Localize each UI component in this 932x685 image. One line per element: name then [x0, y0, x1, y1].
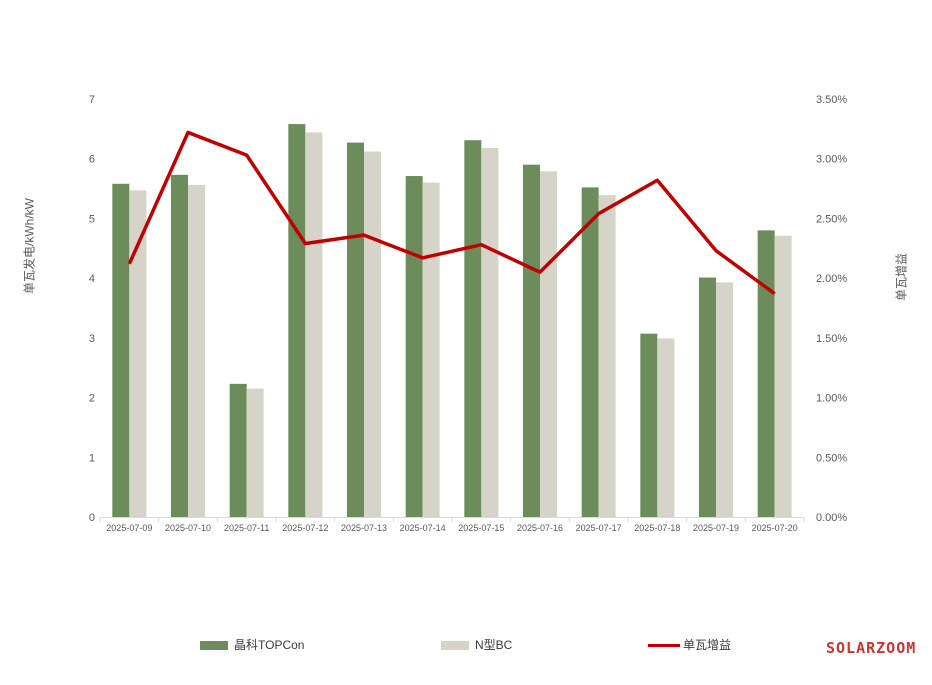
bar-1-10 — [716, 282, 733, 517]
svg-text:2.50%: 2.50% — [816, 213, 847, 225]
bar-0-4 — [347, 142, 364, 517]
svg-text:3.50%: 3.50% — [816, 94, 847, 106]
bar-1-1 — [188, 184, 205, 517]
right-axis-title: 单瓦增益 — [894, 252, 909, 302]
svg-text:2.00%: 2.00% — [816, 273, 847, 285]
svg-text:0.00%: 0.00% — [816, 512, 847, 524]
left-axis-title: 单瓦发电/kWh/kW — [22, 198, 37, 294]
bar-0-2 — [229, 383, 247, 517]
svg-text:3.00%: 3.00% — [816, 154, 847, 166]
bar-1-6 — [481, 147, 499, 518]
bar-1-7 — [540, 171, 557, 518]
x-axis-labels: 2025-07-09 2025-07-10 2025-07-11 2025-07-12… — [106, 523, 797, 533]
svg-text:2: 2 — [89, 393, 95, 405]
bar-1-11 — [774, 235, 792, 517]
svg-text:2025-07-20: 2025-07-20 — [752, 523, 798, 533]
svg-text:2025-07-14: 2025-07-14 — [400, 523, 446, 533]
bar-0-3 — [288, 124, 306, 517]
bar-1-8 — [598, 195, 616, 517]
legend-swatch-topcon — [200, 640, 228, 650]
svg-text:4: 4 — [89, 273, 95, 285]
bar-0-6 — [464, 140, 482, 517]
svg-text:2025-07-13: 2025-07-13 — [341, 523, 387, 533]
solarzoom-watermark: SOLARZOOM — [826, 639, 917, 657]
bar-1-9 — [657, 338, 675, 517]
svg-text:2025-07-10: 2025-07-10 — [165, 523, 211, 533]
bar-0-7 — [523, 164, 540, 517]
bar-1-2 — [246, 388, 264, 517]
svg-text:2025-07-18: 2025-07-18 — [634, 523, 680, 533]
legend-swatch-gain — [648, 643, 680, 647]
bar-0-9 — [640, 333, 658, 517]
gain-line — [127, 130, 776, 296]
bar-0-5 — [405, 176, 423, 517]
svg-text:2025-07-15: 2025-07-15 — [458, 523, 504, 533]
x-axis — [99, 517, 805, 522]
legend-label-nbc: N型BC — [475, 638, 513, 652]
legend-label-topcon: 晶科TOPCon — [234, 638, 305, 652]
bar-1-3 — [305, 132, 323, 517]
bar-series — [112, 124, 792, 518]
svg-text:1.00%: 1.00% — [816, 393, 847, 405]
svg-text:2025-07-16: 2025-07-16 — [517, 523, 563, 533]
svg-text:0: 0 — [89, 512, 95, 524]
bar-0-1 — [171, 174, 188, 517]
right-axis-labels: 0.00% 0.50% 1.00% 1.50% 2.00% 2.50% 3.00% 3.50% — [816, 94, 847, 524]
svg-text:2025-07-12: 2025-07-12 — [282, 523, 328, 533]
legend-item-topcon: 晶科TOPCon — [200, 636, 304, 654]
legend-label-gain: 单瓦增益 — [683, 638, 732, 652]
svg-text:3: 3 — [89, 333, 95, 345]
bar-0-8 — [581, 187, 599, 517]
bar-0-10 — [699, 277, 716, 517]
svg-text:2025-07-17: 2025-07-17 — [576, 523, 622, 533]
svg-text:2025-07-11: 2025-07-11 — [224, 523, 269, 533]
bar-0-0 — [112, 183, 130, 517]
bar-1-5 — [422, 182, 440, 517]
bar-0-11 — [757, 230, 775, 517]
legend-item-nbc: N型BC — [441, 636, 512, 654]
bar-1-0 — [129, 190, 147, 517]
svg-text:2025-07-09: 2025-07-09 — [106, 523, 152, 533]
svg-text:1: 1 — [89, 452, 95, 464]
svg-text:0.50%: 0.50% — [816, 452, 847, 464]
chart-legend: 晶科TOPCon N型BC 单瓦增益 — [0, 636, 932, 654]
legend-item-gain: 单瓦增益 — [648, 636, 731, 654]
left-axis-labels: 0 1 2 3 4 5 6 7 — [89, 94, 95, 524]
legend-swatch-nbc — [441, 640, 469, 650]
svg-text:1.50%: 1.50% — [816, 333, 847, 345]
svg-text:2025-07-19: 2025-07-19 — [693, 523, 739, 533]
svg-text:7: 7 — [89, 94, 95, 106]
svg-text:6: 6 — [89, 154, 95, 166]
svg-text:5: 5 — [89, 213, 95, 225]
bar-1-4 — [364, 151, 381, 517]
